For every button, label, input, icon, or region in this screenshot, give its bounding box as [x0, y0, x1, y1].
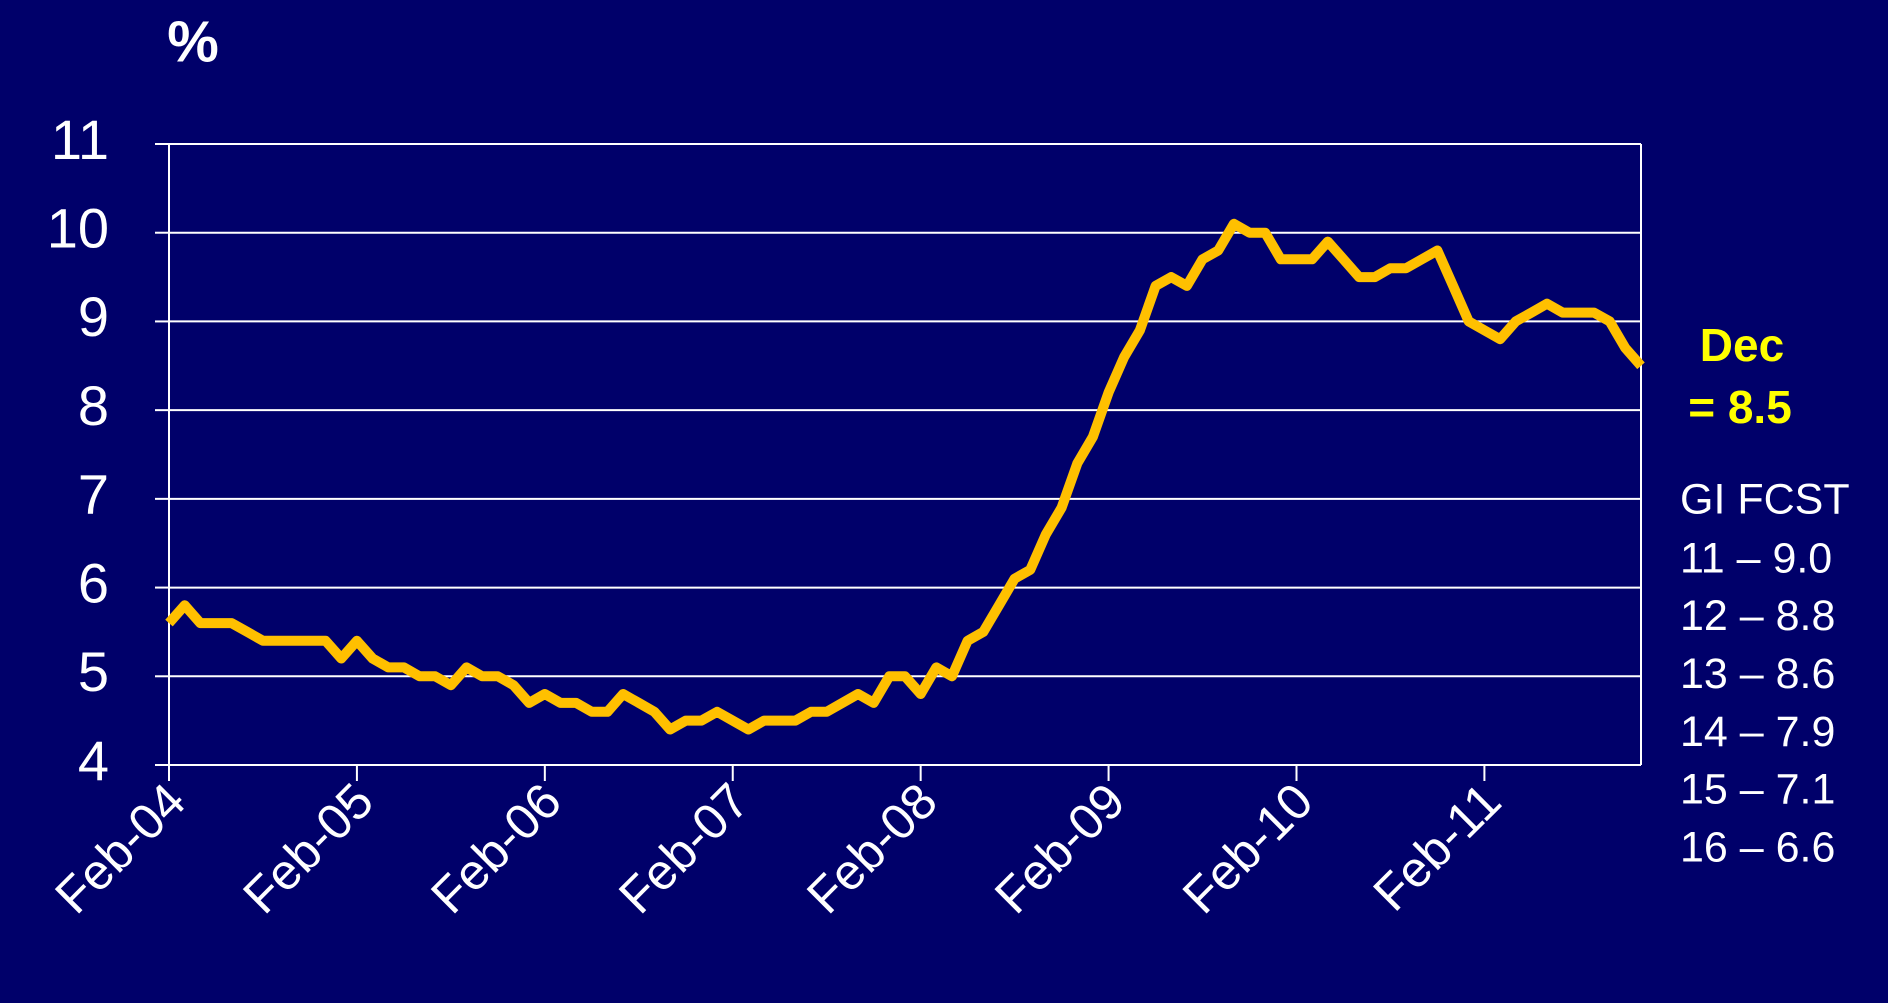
forecast-row: 16 – 6.6: [1680, 823, 1835, 871]
y-tick-label: 5: [78, 640, 109, 703]
y-tick-label: 6: [78, 551, 109, 614]
y-tick-label: 9: [78, 285, 109, 348]
chart-title: %: [167, 9, 219, 74]
y-tick-label: 7: [78, 463, 109, 526]
annotation: = 8.5: [1688, 381, 1792, 433]
annotation: Dec: [1700, 319, 1784, 371]
forecast-title: GI FCST: [1680, 475, 1850, 523]
forecast-row: 12 – 8.8: [1680, 592, 1835, 640]
y-tick-label: 8: [78, 374, 109, 437]
data-line: [165, 218, 1645, 735]
y-tick-label: 10: [47, 197, 109, 260]
y-tick-label: 11: [51, 108, 109, 171]
forecast-row: 15 – 7.1: [1680, 766, 1835, 814]
forecast-row: 13 – 8.6: [1680, 650, 1835, 698]
y-tick-label: 4: [78, 729, 109, 792]
forecast-row: 11 – 9.0: [1680, 534, 1832, 582]
forecast-row: 14 – 7.9: [1680, 708, 1835, 756]
